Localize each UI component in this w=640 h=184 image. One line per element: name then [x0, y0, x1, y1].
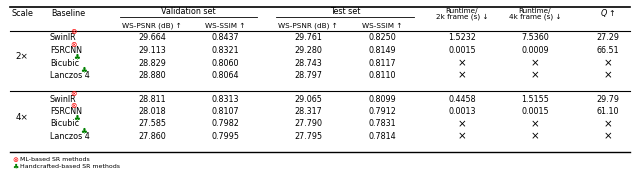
- Text: Bicubic: Bicubic: [50, 59, 79, 68]
- Text: 29.664: 29.664: [138, 33, 166, 43]
- Text: ML-based SR methods: ML-based SR methods: [20, 157, 90, 162]
- Text: 1.5232: 1.5232: [448, 33, 476, 43]
- Text: Validation set: Validation set: [161, 6, 216, 15]
- Text: 28.880: 28.880: [138, 71, 166, 80]
- Text: Test set: Test set: [330, 6, 360, 15]
- Text: WS-PSNR (dB) ↑: WS-PSNR (dB) ↑: [122, 23, 182, 29]
- Text: 0.8099: 0.8099: [368, 95, 396, 103]
- Text: 61.10: 61.10: [596, 107, 620, 116]
- Text: 0.4458: 0.4458: [448, 95, 476, 103]
- Text: Lanczos 4: Lanczos 4: [50, 132, 90, 141]
- Text: 0.0013: 0.0013: [448, 107, 476, 116]
- Text: 28.811: 28.811: [138, 95, 166, 103]
- Text: 0.7912: 0.7912: [368, 107, 396, 116]
- Text: 0.8321: 0.8321: [211, 46, 239, 55]
- Text: 0.7814: 0.7814: [368, 132, 396, 141]
- Text: Bicubic: Bicubic: [50, 119, 79, 128]
- Text: $Q$ ↑: $Q$ ↑: [600, 7, 616, 19]
- Text: $\times$: $\times$: [604, 119, 612, 129]
- Text: 0.8437: 0.8437: [211, 33, 239, 43]
- Text: $\times$: $\times$: [604, 131, 612, 142]
- Text: 0.8313: 0.8313: [211, 95, 239, 103]
- Text: 28.829: 28.829: [138, 59, 166, 68]
- Text: Baseline: Baseline: [51, 8, 85, 17]
- Text: SwinIR: SwinIR: [50, 95, 77, 103]
- Text: WS-PSNR (dB) ↑: WS-PSNR (dB) ↑: [278, 23, 338, 29]
- Text: $\times$: $\times$: [458, 70, 467, 81]
- Text: 29.280: 29.280: [294, 46, 322, 55]
- Text: Lanczos 4: Lanczos 4: [50, 71, 90, 80]
- Text: 4×: 4×: [15, 113, 28, 122]
- Text: 0.0015: 0.0015: [521, 107, 549, 116]
- Text: FSRCNN: FSRCNN: [50, 46, 82, 55]
- Text: 66.51: 66.51: [596, 46, 620, 55]
- Text: 0.8117: 0.8117: [368, 59, 396, 68]
- Text: ♣: ♣: [12, 164, 19, 170]
- Text: $\times$: $\times$: [458, 58, 467, 68]
- Text: ♣: ♣: [73, 52, 80, 61]
- Text: ♣: ♣: [80, 65, 86, 74]
- Text: 2k frame (s) ↓: 2k frame (s) ↓: [436, 14, 488, 20]
- Text: Runtime/: Runtime/: [445, 8, 478, 14]
- Text: 0.8060: 0.8060: [211, 59, 239, 68]
- Text: 27.585: 27.585: [138, 119, 166, 128]
- Text: 0.0015: 0.0015: [448, 46, 476, 55]
- Text: 28.797: 28.797: [294, 71, 322, 80]
- Text: 27.860: 27.860: [138, 132, 166, 141]
- Text: WS-SSIM ↑: WS-SSIM ↑: [205, 23, 245, 29]
- Text: ⊗: ⊗: [70, 27, 76, 36]
- Text: 0.8107: 0.8107: [211, 107, 239, 116]
- Text: 0.0009: 0.0009: [521, 46, 549, 55]
- Text: ♣: ♣: [80, 126, 86, 135]
- Text: 29.065: 29.065: [294, 95, 322, 103]
- Text: 28.018: 28.018: [138, 107, 166, 116]
- Text: 29.79: 29.79: [596, 95, 620, 103]
- Text: 27.29: 27.29: [596, 33, 620, 43]
- Text: $\times$: $\times$: [458, 119, 467, 129]
- Text: 0.7995: 0.7995: [211, 132, 239, 141]
- Text: 1.5155: 1.5155: [521, 95, 549, 103]
- Text: $\times$: $\times$: [531, 119, 540, 129]
- Text: 2×: 2×: [15, 52, 28, 61]
- Text: 7.5360: 7.5360: [521, 33, 549, 43]
- Text: SwinIR: SwinIR: [50, 33, 77, 43]
- Text: $\times$: $\times$: [531, 58, 540, 68]
- Text: 0.8149: 0.8149: [368, 46, 396, 55]
- Text: 0.7831: 0.7831: [368, 119, 396, 128]
- Text: 4k frame (s) ↓: 4k frame (s) ↓: [509, 14, 561, 20]
- Text: WS-SSIM ↑: WS-SSIM ↑: [362, 23, 402, 29]
- Text: 0.8250: 0.8250: [368, 33, 396, 43]
- Text: ⊗: ⊗: [70, 101, 76, 110]
- Text: Scale: Scale: [11, 8, 33, 17]
- Text: $\times$: $\times$: [531, 70, 540, 81]
- Text: 0.7982: 0.7982: [211, 119, 239, 128]
- Text: 28.743: 28.743: [294, 59, 322, 68]
- Text: Runtime/: Runtime/: [518, 8, 551, 14]
- Text: $\times$: $\times$: [604, 70, 612, 81]
- Text: $\times$: $\times$: [458, 131, 467, 142]
- Text: 0.8110: 0.8110: [368, 71, 396, 80]
- Text: FSRCNN: FSRCNN: [50, 107, 82, 116]
- Text: $\times$: $\times$: [531, 131, 540, 142]
- Text: ⊗: ⊗: [70, 89, 76, 98]
- Text: 29.113: 29.113: [138, 46, 166, 55]
- Text: 29.761: 29.761: [294, 33, 322, 43]
- Text: $\times$: $\times$: [604, 58, 612, 68]
- Text: 0.8064: 0.8064: [211, 71, 239, 80]
- Text: ⊗: ⊗: [70, 40, 76, 49]
- Text: ♣: ♣: [73, 114, 80, 123]
- Text: 27.795: 27.795: [294, 132, 322, 141]
- Text: 28.317: 28.317: [294, 107, 322, 116]
- Text: Handcrafted-based SR methods: Handcrafted-based SR methods: [20, 164, 120, 169]
- Text: ⊗: ⊗: [12, 157, 18, 163]
- Text: 27.790: 27.790: [294, 119, 322, 128]
